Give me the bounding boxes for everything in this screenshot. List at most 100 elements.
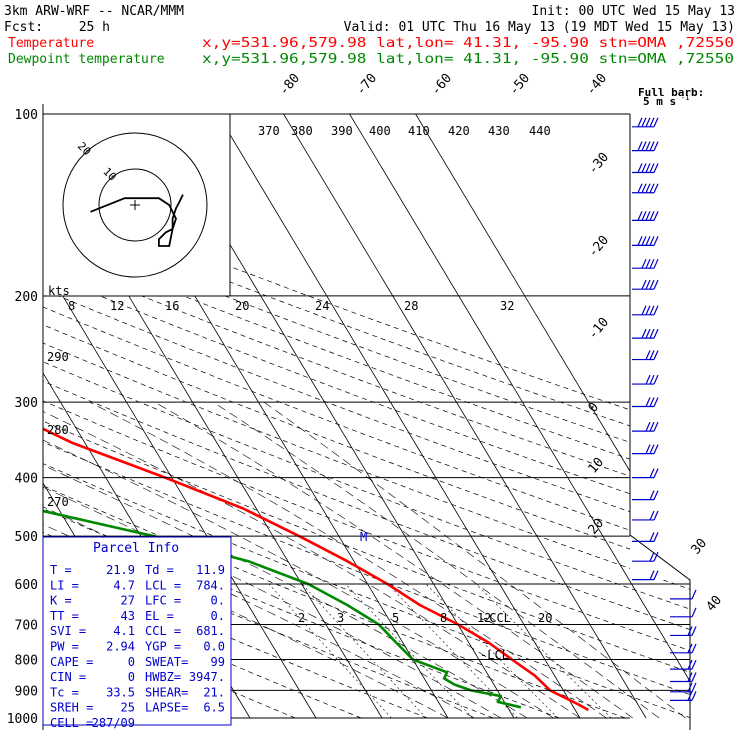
pressure-label: 400 <box>15 472 38 487</box>
isotherm-line <box>415 114 690 719</box>
parcel-label: Td = <box>145 563 174 577</box>
wind-barb-flag <box>649 532 655 542</box>
wind-barb <box>670 589 697 600</box>
wind-barb-flag <box>637 183 643 193</box>
hodograph-speed-label: 12 <box>110 299 124 313</box>
wind-barb <box>670 672 697 683</box>
parcel-info-box <box>42 536 232 726</box>
parcel-label: YGP = <box>145 640 181 654</box>
wind-barb-flag <box>653 551 659 562</box>
isotherm-label: -10 <box>586 315 613 343</box>
wind-barb-flag <box>649 444 655 454</box>
barb-legend-line2: 5 m s <box>643 95 676 108</box>
wind-barb <box>632 374 659 385</box>
wind-barb-flag <box>649 551 655 562</box>
parcel-label: CCL = <box>145 624 181 638</box>
wind-barb-flag <box>637 141 643 151</box>
parcel-value: 0. <box>211 594 225 608</box>
parcel-value: 784. <box>196 578 225 592</box>
isotherm-label: 40 <box>704 593 726 615</box>
wind-barb-flag <box>687 672 693 682</box>
lcl-marker: -LCL <box>480 648 509 662</box>
isotherm-label: 30 <box>689 536 711 558</box>
wind-barb-flag <box>641 279 647 290</box>
wind-barb-flag <box>653 468 659 478</box>
parcel-value: 4.7 <box>113 578 135 592</box>
wind-barb-flag <box>649 468 655 478</box>
wind-barb-flag <box>641 163 647 173</box>
hodograph-speed-label: 16 <box>165 299 179 313</box>
wind-barb-flag <box>641 183 647 193</box>
wind-barb-flag <box>653 421 659 432</box>
isotherm-label: -60 <box>429 71 456 99</box>
pressure-label: 1000 <box>7 712 38 727</box>
wind-barb <box>632 183 659 194</box>
wind-barb-flag <box>641 211 647 221</box>
parcel-value: 27 <box>121 594 135 608</box>
mixing-ratio-label: 12 <box>477 611 491 625</box>
wind-barb-flag <box>653 374 659 385</box>
wind-barb-flag <box>649 421 655 432</box>
wind-barb-flag <box>653 490 659 500</box>
parcel-label: LCL = <box>145 578 181 592</box>
wind-barb-flag <box>691 682 697 693</box>
barb-legend-line1: Full barb: <box>638 86 704 99</box>
wind-barb-flag <box>649 163 655 173</box>
wind-barb-flag <box>653 444 659 454</box>
isotherm-label: -40 <box>584 71 611 99</box>
wind-barb-flag <box>645 279 651 290</box>
parcel-value: 99 <box>211 655 225 669</box>
hodograph-speed-label: 24 <box>315 299 329 313</box>
wind-barb <box>632 444 659 455</box>
wind-barb <box>632 328 659 339</box>
isotherm-label: -20 <box>586 233 613 261</box>
wind-barb-flag <box>649 350 655 360</box>
parcel-info-title: Parcel Info <box>93 541 179 556</box>
moist-adiabat <box>89 401 607 719</box>
wind-barb-flag <box>645 211 651 221</box>
wind-barb-flag <box>653 570 659 580</box>
wind-barb-flag <box>653 305 659 316</box>
mixing-ratio-line <box>425 583 559 719</box>
wind-barb-flag <box>687 659 693 670</box>
parcel-label: PW = <box>50 640 79 654</box>
pressure-label: 800 <box>15 653 38 668</box>
dry-adiabat <box>43 114 690 719</box>
wind-barb-flag <box>645 117 651 128</box>
wind-barb-flag <box>649 258 655 269</box>
wind-barb-flag <box>649 305 655 316</box>
pressure-label: 300 <box>15 396 38 411</box>
wind-barb-flag <box>691 589 697 600</box>
pressure-label: 100 <box>15 108 38 123</box>
parcel-label: LI = <box>50 578 79 592</box>
wind-barb-flag <box>649 397 655 407</box>
parcel-value: 2.94 <box>106 640 135 654</box>
wind-barb <box>632 117 659 128</box>
wind-barb-flag <box>649 183 655 193</box>
isotherm-label: -80 <box>277 71 304 99</box>
pressure-label: 600 <box>15 578 38 593</box>
parcel-value: 681. <box>196 624 225 638</box>
parcel-value: 0. <box>211 609 225 623</box>
isotherm-label: 10 <box>586 455 608 477</box>
wind-barb <box>632 421 659 432</box>
mixing-ratio-label: 3 <box>337 611 344 625</box>
wind-barb-flag <box>691 659 697 670</box>
theta-label: 440 <box>529 124 551 138</box>
wind-barb-flag <box>653 279 659 290</box>
parcel-label: LAPSE= <box>145 701 188 715</box>
moist-adiabat <box>43 401 501 719</box>
wind-barb-flag <box>641 305 647 316</box>
dewpoint-location-info: x,y=531.96,579.98 lat,lon= 41.31, -95.90… <box>202 52 734 67</box>
wind-barb-flag <box>645 236 651 246</box>
parcel-label: HWBZ= <box>145 670 181 684</box>
pressure-label: 700 <box>15 618 38 633</box>
wind-barb-flag <box>653 163 659 173</box>
wind-barb <box>670 691 697 701</box>
moist-adiabat <box>154 401 633 719</box>
wind-barb <box>632 236 659 246</box>
dry-adiabat <box>43 114 690 719</box>
pressure-label: 900 <box>15 684 38 699</box>
wind-barb-flag <box>637 163 643 173</box>
wind-barb-flag <box>687 626 693 636</box>
